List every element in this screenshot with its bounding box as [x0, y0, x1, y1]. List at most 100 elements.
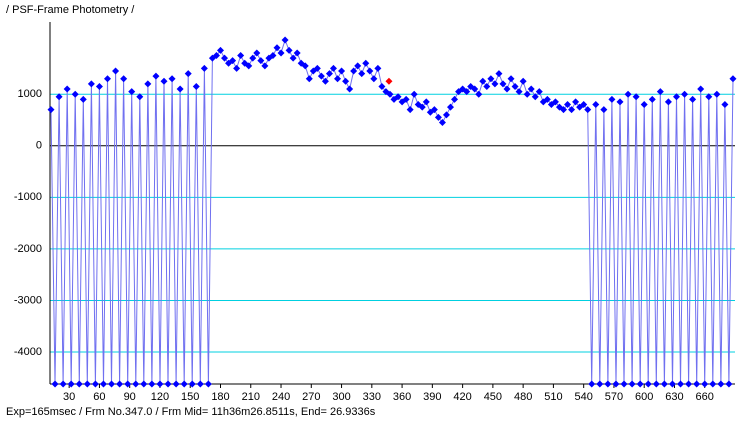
point-marker	[721, 101, 729, 109]
point-marker	[527, 85, 535, 93]
point-marker	[257, 57, 265, 65]
point-marker	[507, 75, 515, 83]
point-marker	[366, 67, 374, 75]
x-tick-label: 270	[302, 391, 320, 403]
point-marker	[87, 80, 95, 88]
point-marker	[531, 93, 539, 101]
point-marker	[660, 380, 668, 388]
point-marker	[200, 64, 208, 72]
point-marker	[204, 380, 212, 388]
point-marker	[144, 80, 152, 88]
x-tick-label: 450	[484, 391, 502, 403]
point-marker	[273, 44, 281, 52]
y-tick-label: -3000	[14, 294, 42, 306]
point-marker	[434, 113, 442, 121]
point-marker	[168, 75, 176, 83]
x-tick-label: 60	[93, 391, 105, 403]
x-tick-label: 570	[605, 391, 623, 403]
point-marker	[132, 380, 140, 388]
point-marker	[358, 70, 366, 78]
point-marker	[338, 67, 346, 75]
point-marker	[95, 82, 103, 90]
point-marker	[253, 49, 261, 57]
point-marker	[515, 88, 523, 96]
point-marker	[697, 85, 705, 93]
point-marker	[475, 90, 483, 98]
point-marker	[681, 90, 689, 98]
point-marker	[463, 88, 471, 96]
point-marker	[430, 106, 438, 114]
point-marker	[301, 62, 309, 70]
point-marker	[317, 72, 325, 80]
x-tick-label: 600	[635, 391, 653, 403]
point-marker	[689, 95, 697, 103]
y-tick-label: -1000	[14, 191, 42, 203]
point-marker	[71, 90, 79, 98]
x-tick-label: 480	[514, 391, 532, 403]
point-marker	[221, 54, 229, 62]
point-marker	[471, 85, 479, 93]
x-tick-label: 240	[272, 391, 290, 403]
point-marker	[120, 75, 128, 83]
point-marker	[269, 52, 277, 60]
point-marker	[620, 380, 628, 388]
point-marker	[342, 77, 350, 85]
x-tick-label: 540	[574, 391, 592, 403]
point-marker	[305, 75, 313, 83]
point-marker	[216, 46, 224, 54]
point-marker	[664, 98, 672, 106]
point-marker	[592, 101, 600, 109]
point-marker	[640, 101, 648, 109]
y-tick-label: 1000	[18, 88, 42, 100]
point-marker	[656, 88, 664, 96]
x-tick-label: 390	[423, 391, 441, 403]
point-marker	[313, 64, 321, 72]
point-marker	[705, 93, 713, 101]
point-marker	[350, 67, 358, 75]
point-marker	[124, 380, 132, 388]
point-marker	[233, 64, 241, 72]
point-marker	[140, 380, 148, 388]
point-marker	[184, 70, 192, 78]
point-marker	[188, 380, 196, 388]
point-marker	[47, 106, 55, 114]
point-marker	[604, 380, 612, 388]
point-marker	[136, 93, 144, 101]
point-marker	[511, 82, 519, 90]
point-marker	[116, 380, 124, 388]
point-marker	[176, 85, 184, 93]
point-marker	[83, 380, 91, 388]
point-marker	[422, 98, 430, 106]
point-marker	[112, 67, 120, 75]
point-marker	[261, 62, 269, 70]
x-tick-label: 120	[151, 391, 169, 403]
point-marker	[329, 64, 337, 72]
point-marker	[519, 77, 527, 85]
x-tick-label: 30	[63, 391, 75, 403]
point-marker	[616, 98, 624, 106]
point-marker	[67, 380, 75, 388]
point-marker	[600, 106, 608, 114]
x-tick-label: 300	[332, 391, 350, 403]
point-marker	[580, 101, 588, 109]
point-marker	[374, 64, 382, 72]
x-tick-label: 150	[181, 391, 199, 403]
point-marker	[572, 98, 580, 106]
point-marker	[624, 90, 632, 98]
y-tick-label: -4000	[14, 346, 42, 358]
point-marker	[334, 75, 342, 83]
point-marker	[91, 380, 99, 388]
point-marker	[701, 380, 709, 388]
point-marker	[164, 380, 172, 388]
point-marker	[354, 62, 362, 70]
point-marker	[75, 380, 83, 388]
point-marker	[293, 49, 301, 57]
chart-title: / PSF-Frame Photometry /	[6, 4, 135, 16]
point-marker	[55, 93, 63, 101]
point-marker	[568, 106, 576, 114]
point-marker	[717, 380, 725, 388]
x-tick-label: 330	[363, 391, 381, 403]
point-marker	[535, 88, 543, 96]
point-marker	[196, 380, 204, 388]
